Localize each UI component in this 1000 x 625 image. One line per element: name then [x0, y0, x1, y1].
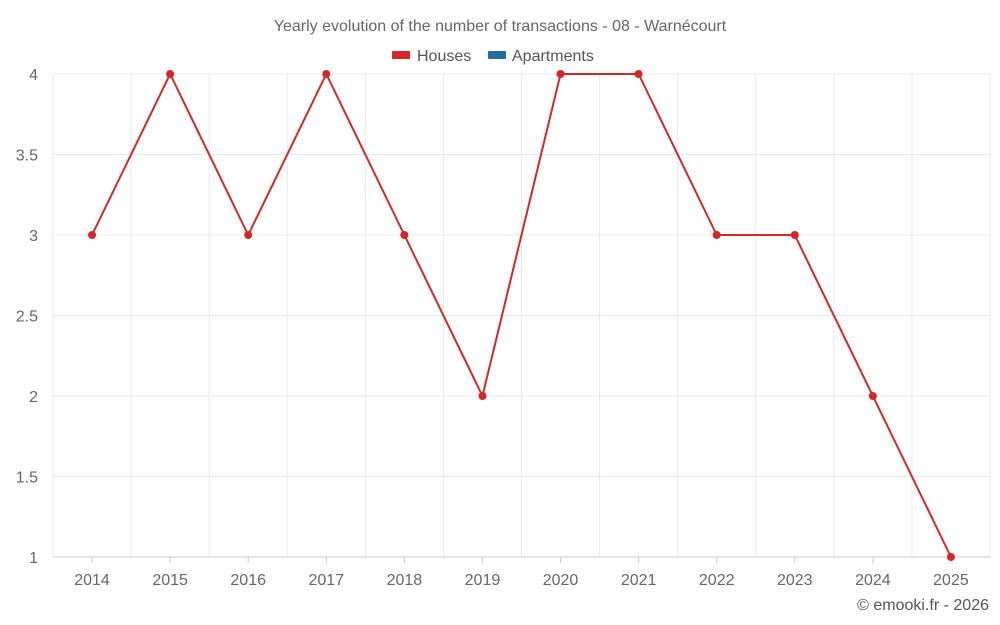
y-tick-label: 3.5	[16, 148, 38, 165]
x-tick-label: 2025	[933, 572, 969, 589]
data-point-houses-2017[interactable]	[322, 70, 331, 78]
data-point-houses-2019[interactable]	[478, 392, 487, 400]
data-point-houses-2021[interactable]	[634, 70, 643, 78]
gridlines	[52, 73, 991, 557]
y-tick-label: 2.5	[16, 309, 38, 326]
data-point-houses-2018[interactable]	[400, 231, 409, 239]
x-tick-label: 2021	[621, 572, 657, 589]
y-tick-label: 2	[29, 389, 38, 406]
y-tick-label: 3	[29, 228, 38, 245]
y-tick-label: 4	[29, 67, 38, 84]
series-houses	[88, 70, 955, 561]
x-tick-label: 2015	[152, 572, 188, 589]
y-tick-label: 1.5	[16, 470, 38, 487]
legend-swatch-apartments	[488, 51, 506, 59]
data-point-houses-2025[interactable]	[946, 553, 955, 561]
data-point-houses-2020[interactable]	[556, 70, 565, 78]
data-point-houses-2014[interactable]	[88, 231, 97, 239]
legend-label-apartments: Apartments	[512, 48, 594, 65]
y-tick-label: 1	[29, 550, 38, 567]
series-line-houses	[91, 73, 952, 558]
legend-item-apartments[interactable]: Apartments	[488, 48, 594, 65]
x-tick-label: 2019	[465, 572, 501, 589]
chart-title: Yearly evolution of the number of transa…	[274, 18, 727, 35]
x-tick-label: 2017	[308, 572, 344, 589]
data-point-houses-2023[interactable]	[790, 231, 799, 239]
legend-swatch-houses	[392, 51, 410, 59]
credit-text: © emooki.fr - 2026	[857, 597, 989, 614]
x-tick-label: 2014	[74, 572, 110, 589]
data-point-houses-2016[interactable]	[244, 231, 253, 239]
data-point-houses-2022[interactable]	[712, 231, 721, 239]
x-tick-label: 2023	[777, 572, 813, 589]
x-tick-label: 2022	[699, 572, 735, 589]
y-axis-ticks: 1 1.5 2 2.5 3 3.5 4	[16, 67, 38, 567]
x-axis-ticks: 2014 2015 2016 2017 2018 2019 2020 2021 2022 2023…	[74, 572, 969, 589]
axes	[53, 556, 990, 563]
data-point-houses-2024[interactable]	[868, 392, 877, 400]
x-tick-label: 2020	[543, 572, 579, 589]
x-tick-label: 2024	[855, 572, 891, 589]
x-tick-label: 2018	[387, 572, 423, 589]
legend-item-houses[interactable]: Houses	[392, 48, 471, 65]
x-tick-label: 2016	[230, 572, 266, 589]
data-point-houses-2015[interactable]	[166, 70, 175, 78]
legend-label-houses: Houses	[417, 48, 471, 65]
legend: Houses Apartments	[392, 48, 594, 65]
